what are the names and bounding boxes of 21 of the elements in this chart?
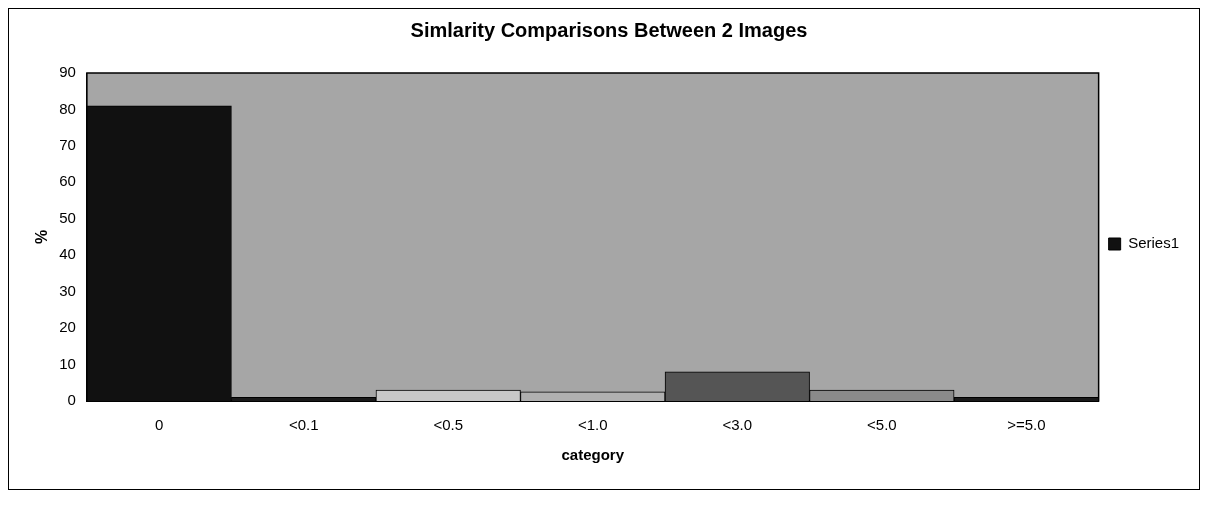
chart-title: Simlarity Comparisons Between 2 Images — [410, 18, 808, 41]
x-tick-label: <0.1 — [288, 416, 319, 434]
x-axis-title: category — [561, 446, 625, 464]
y-tick-label: 70 — [59, 136, 76, 154]
y-tick-label: 10 — [59, 354, 76, 372]
y-tick-label: 0 — [67, 391, 76, 409]
y-axis-title: % — [33, 229, 51, 245]
x-tick-label: <5.0 — [867, 416, 897, 434]
y-tick-label: 60 — [59, 172, 76, 190]
legend-label: Series1 — [1128, 234, 1179, 252]
y-tick-label: 40 — [59, 245, 76, 263]
y-tick-label: 90 — [59, 63, 76, 81]
x-tick-label: >=5.0 — [1007, 416, 1046, 434]
y-tick-label: 80 — [59, 99, 76, 117]
y-tick-label: 50 — [59, 208, 76, 226]
x-tick-label: 0 — [154, 416, 164, 434]
x-tick-label: <0.5 — [433, 416, 464, 434]
y-tick-label: 30 — [59, 281, 76, 299]
y-tick-label: 20 — [59, 318, 76, 336]
x-tick-label: <1.0 — [577, 416, 608, 434]
x-tick-label: <3.0 — [722, 416, 753, 434]
